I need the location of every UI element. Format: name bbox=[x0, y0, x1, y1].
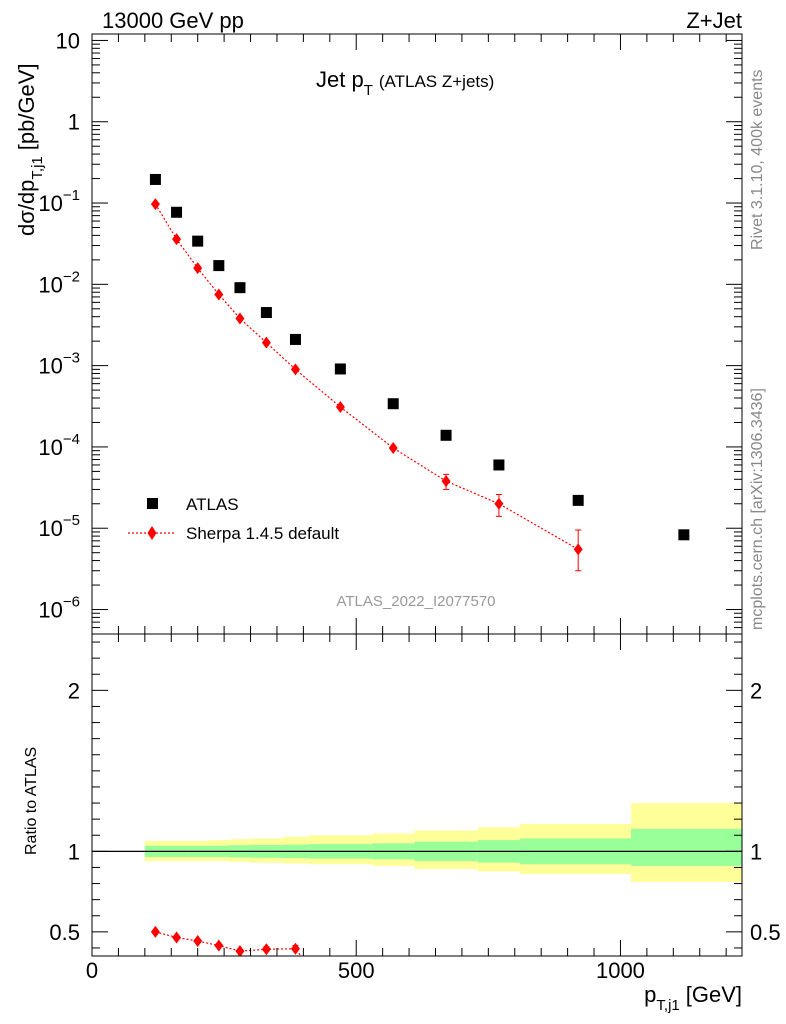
ratio-sherpa-point bbox=[261, 943, 271, 956]
sherpa-point bbox=[214, 288, 224, 301]
y-tick-label-exp: −1 bbox=[63, 187, 80, 204]
atlas-point bbox=[289, 333, 301, 345]
y-tick-label: 10−2 bbox=[38, 268, 80, 297]
ratio-sherpa-point bbox=[172, 931, 182, 944]
y-tick-label-base: 10 bbox=[38, 354, 62, 379]
y-tick-label-base: 10 bbox=[38, 516, 62, 541]
legend-atlas-marker bbox=[147, 498, 158, 509]
process-label: Z+Jet bbox=[686, 8, 742, 33]
sherpa-point bbox=[573, 543, 583, 556]
sherpa-point bbox=[290, 363, 300, 376]
sherpa-point bbox=[193, 262, 203, 275]
legend-atlas-label: ATLAS bbox=[186, 495, 239, 514]
mcplots-label: mcplots.cern.ch [arXiv:1306.3436] bbox=[749, 388, 766, 630]
legend: ATLAS Sherpa 1.4.5 default bbox=[128, 495, 339, 543]
legend-sherpa-label: Sherpa 1.4.5 default bbox=[186, 524, 339, 543]
sherpa-point bbox=[441, 475, 451, 488]
sherpa-point bbox=[261, 336, 271, 349]
y-tick-label-exp: −6 bbox=[63, 594, 80, 611]
atlas-point bbox=[260, 307, 272, 319]
y-tick-label: 10 bbox=[56, 28, 80, 53]
y-tick-label-base: 10 bbox=[38, 272, 62, 297]
main-y-axis-label-sub: T,j1 bbox=[29, 156, 46, 179]
y-tick-label-exp: −4 bbox=[63, 431, 80, 448]
main-y-axis-label: dσ/dpT,j1[pb/GeV] bbox=[14, 63, 46, 236]
y-tick-label-base: 10 bbox=[38, 191, 62, 216]
ratio-y-axis-label: Ratio to ATLAS bbox=[23, 747, 40, 855]
y-tick-label-exp: −2 bbox=[63, 268, 80, 285]
atlas-point bbox=[572, 494, 584, 506]
y-tick-label: 10−1 bbox=[38, 187, 80, 216]
atlas-point bbox=[678, 529, 690, 541]
ratio-y-tick-label-right: 2 bbox=[750, 678, 762, 703]
main-title-sub: T bbox=[364, 82, 373, 99]
legend-sherpa-marker bbox=[147, 526, 157, 540]
ratio-sherpa-point bbox=[290, 942, 300, 955]
atlas-point bbox=[149, 173, 161, 185]
sherpa-point bbox=[335, 400, 345, 413]
y-tick-label: 10−3 bbox=[38, 350, 80, 379]
y-tick-label-base: 10 bbox=[38, 435, 62, 460]
ratio-sherpa-point bbox=[235, 945, 245, 956]
atlas-point bbox=[213, 260, 225, 272]
x-axis-label-sub: T,j1 bbox=[656, 997, 679, 1014]
ratio-panel: 0.5 0.51 12 20 500 1000 Ratio to ATLAS pT,j1[… bbox=[23, 633, 781, 1014]
sherpa-point bbox=[494, 497, 504, 510]
y-tick-label: 10−4 bbox=[38, 431, 80, 460]
x-tick-label: 1000 bbox=[596, 958, 645, 983]
analysis-id: ATLAS_2022_I2077570 bbox=[336, 593, 495, 610]
x-tick-label: 0 bbox=[86, 958, 98, 983]
y-tick-label: 1 bbox=[68, 110, 80, 135]
atlas-point bbox=[234, 282, 246, 294]
ratio-sherpa-point bbox=[214, 939, 224, 952]
y-tick-label-exp: −3 bbox=[63, 350, 80, 367]
atlas-point bbox=[440, 429, 452, 441]
sherpa-point bbox=[388, 442, 398, 455]
x-tick-label: 500 bbox=[338, 958, 375, 983]
ratio-y-tick-label: 1 bbox=[68, 839, 80, 864]
ratio-y-tick-label-right: 1 bbox=[750, 839, 762, 864]
rivet-label: Rivet 3.1.10, 400k events bbox=[749, 69, 766, 250]
y-tick-label: 10−6 bbox=[38, 594, 80, 623]
ratio-y-tick-label-right: 0.5 bbox=[750, 920, 781, 945]
sherpa-point bbox=[235, 312, 245, 325]
ratio-y-tick-label: 0.5 bbox=[49, 920, 80, 945]
x-axis-label: pT,j1 [GeV] bbox=[644, 982, 742, 1014]
ratio-sherpa-point bbox=[150, 925, 160, 938]
atlas-point bbox=[334, 363, 346, 375]
sherpa-point bbox=[172, 233, 182, 246]
y-tick-label: 10−5 bbox=[38, 512, 80, 541]
atlas-point bbox=[493, 459, 505, 471]
ratio-y-tick-label: 2 bbox=[68, 678, 80, 703]
ratio-sherpa-point bbox=[193, 935, 203, 948]
atlas-point bbox=[192, 235, 204, 247]
energy-label: 13000 GeV pp bbox=[102, 8, 244, 33]
main-y-axis-label-unit: [pb/GeV] bbox=[14, 63, 39, 150]
main-title-extra: (ATLAS Z+jets) bbox=[379, 72, 494, 91]
main-frame bbox=[91, 33, 743, 635]
atlas-point bbox=[387, 398, 399, 410]
y-tick-label-exp: −5 bbox=[63, 512, 80, 529]
y-tick-label-base: 10 bbox=[38, 598, 62, 623]
atlas-point bbox=[171, 206, 183, 218]
x-axis-label-unit: [GeV] bbox=[686, 982, 742, 1007]
ratio-frame bbox=[91, 633, 743, 957]
inner-uncertainty-band bbox=[631, 828, 742, 866]
sherpa-point bbox=[150, 198, 160, 211]
main-title: Jet pT (ATLAS Z+jets) bbox=[316, 67, 494, 99]
